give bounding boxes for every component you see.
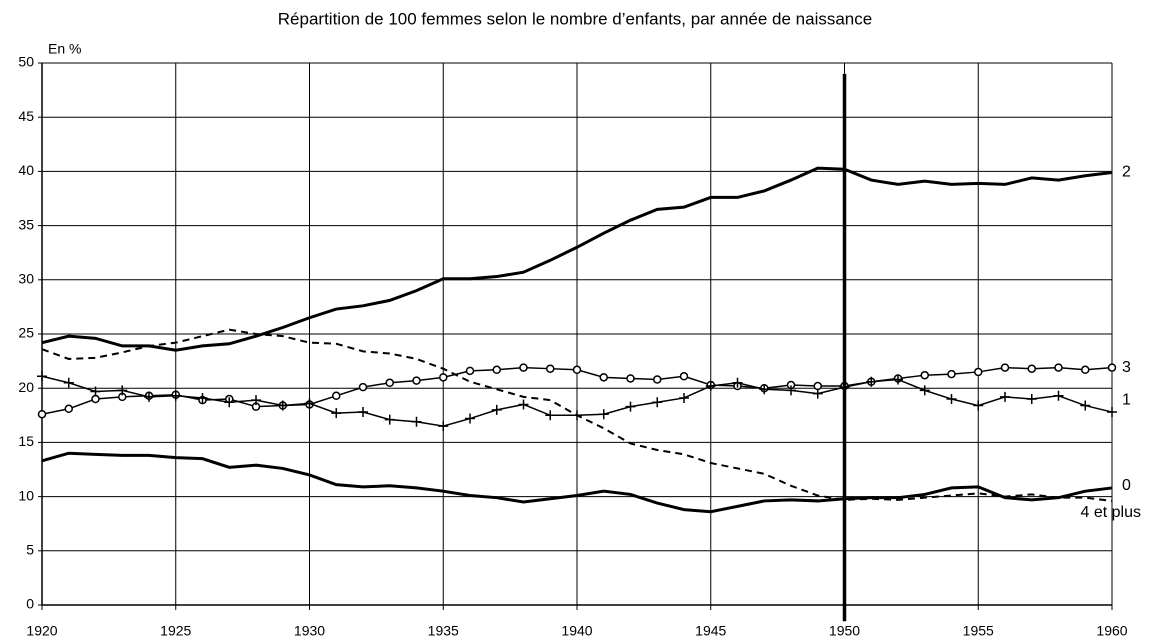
y-tick-label: 50 [18, 54, 34, 70]
series-label: 2 [1122, 164, 1131, 181]
point-marker [679, 392, 689, 403]
point-marker [331, 408, 342, 419]
x-tick-label: 1960 [1096, 623, 1127, 639]
point-marker [893, 374, 903, 385]
point-marker [705, 381, 716, 392]
y-tick-label: 0 [26, 596, 34, 612]
y-tick-label: 15 [18, 433, 34, 449]
series-label: 4 et plus [1081, 504, 1141, 521]
x-tick-label: 1935 [428, 623, 459, 639]
point-marker [465, 413, 475, 424]
point-marker [144, 391, 154, 402]
y-tick-label: 5 [26, 542, 34, 558]
point-marker [37, 371, 47, 382]
y-tick-label: 45 [18, 108, 34, 124]
point-marker [1107, 363, 1117, 372]
point-marker [358, 407, 368, 418]
y-tick-label: 30 [18, 271, 34, 287]
point-marker [412, 376, 421, 385]
series-line [41, 451, 1113, 514]
point-marker [224, 397, 235, 408]
point-marker [920, 370, 929, 380]
point-marker [90, 386, 101, 397]
y-tick-label: 10 [18, 487, 34, 503]
point-marker [599, 373, 608, 382]
point-marker [63, 377, 74, 388]
y-tick-label: 40 [18, 162, 34, 178]
point-marker [1107, 407, 1117, 418]
point-marker [1027, 364, 1036, 373]
point-marker [866, 376, 877, 387]
point-marker [546, 364, 555, 373]
point-marker [37, 409, 47, 419]
point-marker [1054, 363, 1063, 372]
point-marker [64, 404, 73, 414]
point-marker [304, 398, 315, 409]
point-marker [1026, 394, 1037, 405]
point-marker [197, 392, 208, 403]
point-marker [545, 410, 556, 421]
point-marker [492, 365, 501, 375]
series-label: 1 [1122, 391, 1131, 408]
point-marker [813, 381, 822, 391]
point-marker [679, 372, 689, 381]
point-marker [438, 421, 449, 432]
point-marker [947, 369, 956, 379]
x-tick-label: 1920 [26, 623, 57, 639]
x-tick-label: 1930 [294, 623, 325, 639]
y-tick-label: 20 [18, 379, 34, 395]
point-marker [1081, 365, 1090, 375]
point-marker [973, 400, 984, 411]
x-tick-label: 1955 [963, 623, 994, 639]
point-marker [1080, 400, 1091, 411]
point-marker [653, 375, 662, 384]
point-marker [91, 394, 100, 404]
x-tick-label: 1925 [160, 623, 191, 639]
series-line [41, 166, 1113, 352]
point-marker [385, 378, 394, 388]
point-marker [1053, 390, 1064, 401]
y-tick-label: 25 [18, 325, 34, 341]
point-marker [812, 388, 823, 399]
point-marker [251, 395, 261, 406]
point-marker [652, 397, 663, 408]
point-marker [519, 363, 528, 372]
point-marker [1000, 363, 1010, 372]
point-marker [626, 374, 635, 383]
point-marker [384, 414, 395, 425]
point-marker [946, 394, 957, 405]
point-marker [332, 391, 341, 401]
point-marker [732, 377, 743, 388]
point-marker [786, 385, 796, 396]
point-marker [411, 416, 422, 427]
series-line [41, 328, 1113, 502]
point-marker [759, 384, 770, 395]
chart-title: Répartition de 100 femmes selon le nombr… [278, 9, 872, 28]
x-tick-label: 1950 [829, 623, 860, 639]
point-marker [277, 400, 288, 411]
y-tick-label: 35 [18, 216, 34, 232]
point-marker [598, 409, 609, 420]
point-marker [439, 373, 448, 382]
x-tick-label: 1945 [695, 623, 726, 639]
series-label: 0 [1122, 477, 1131, 494]
point-marker [358, 382, 368, 392]
point-marker [974, 367, 983, 377]
point-marker [117, 385, 128, 396]
point-marker [1000, 391, 1010, 402]
point-marker [919, 385, 930, 396]
point-marker [170, 390, 181, 401]
point-marker [625, 401, 636, 412]
y-axis-label: En % [48, 41, 81, 57]
series-label: 3 [1122, 359, 1131, 376]
point-marker [572, 365, 582, 375]
point-marker [491, 404, 502, 415]
point-marker [465, 366, 475, 376]
point-marker [518, 399, 529, 410]
x-tick-label: 1940 [561, 623, 592, 639]
